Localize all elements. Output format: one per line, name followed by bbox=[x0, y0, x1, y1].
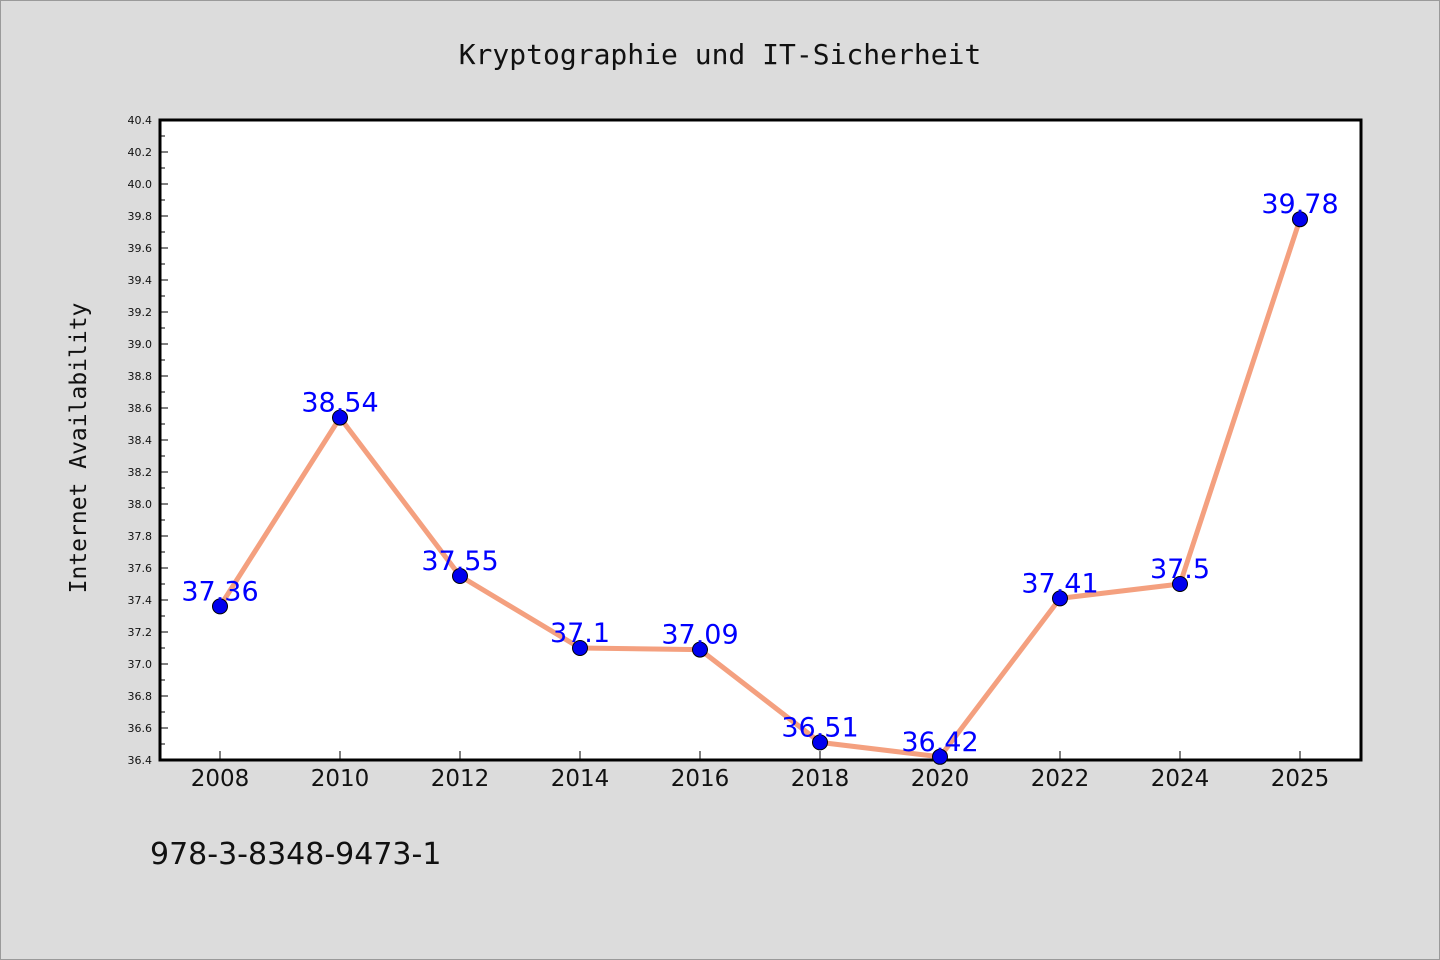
footer-id-text: 978-3-8348-9473-1 bbox=[150, 837, 441, 872]
x-tick-label: 2016 bbox=[671, 766, 730, 792]
y-tick-label: 38.6 bbox=[128, 402, 153, 415]
data-label: 39.78 bbox=[1261, 189, 1338, 220]
y-tick-label: 38.0 bbox=[128, 498, 153, 511]
data-label: 37.1 bbox=[550, 618, 610, 649]
y-tick-label: 39.6 bbox=[128, 242, 153, 255]
y-tick-label: 39.4 bbox=[128, 274, 153, 287]
y-tick-label: 36.6 bbox=[128, 722, 153, 735]
y-tick-label: 39.2 bbox=[128, 306, 153, 319]
y-tick-label: 37.8 bbox=[128, 530, 153, 543]
y-tick-label: 37.2 bbox=[128, 626, 153, 639]
data-label: 37.36 bbox=[181, 576, 258, 607]
y-tick-label: 37.6 bbox=[128, 562, 153, 575]
y-tick-label: 38.4 bbox=[128, 434, 153, 447]
x-tick-label: 2008 bbox=[191, 766, 250, 792]
series-line bbox=[217, 216, 1303, 760]
data-point bbox=[812, 734, 828, 751]
data-label: 37.41 bbox=[1021, 568, 1098, 599]
y-tick-label: 37.0 bbox=[128, 658, 153, 671]
y-tick-label: 40.0 bbox=[128, 178, 153, 191]
y-tick-label: 39.8 bbox=[128, 210, 153, 223]
y-tick-label: 36.8 bbox=[128, 690, 153, 703]
data-point bbox=[572, 640, 588, 656]
x-tick-label: 2012 bbox=[431, 766, 490, 792]
y-tick-label: 39.0 bbox=[128, 338, 153, 351]
x-tick-label: 2025 bbox=[1271, 766, 1330, 792]
data-label: 37.55 bbox=[421, 546, 498, 577]
data-label: 36.42 bbox=[901, 727, 978, 758]
data-point bbox=[1172, 576, 1188, 592]
y-tick-label: 36.4 bbox=[128, 754, 153, 767]
x-tick-label: 2018 bbox=[791, 766, 850, 792]
data-point bbox=[212, 598, 228, 615]
series-group bbox=[212, 211, 1308, 765]
chart-title: Kryptographie und IT-Sicherheit bbox=[459, 38, 982, 71]
data-label-group: 37.36 38.54 37.55 37.1 37.09 36.51 36.42 37.41 3… bbox=[181, 189, 1338, 758]
data-point bbox=[932, 748, 948, 765]
y-tick-label: 37.4 bbox=[128, 594, 153, 607]
y-tick-label: 40.4 bbox=[128, 114, 153, 127]
y-tick-label: 38.2 bbox=[128, 466, 153, 479]
y-tick-label: 40.2 bbox=[128, 146, 153, 159]
x-tick-label: 2014 bbox=[551, 766, 610, 792]
x-tick-label: 2024 bbox=[1151, 766, 1210, 792]
data-label: 36.51 bbox=[781, 712, 858, 743]
y-axis-label: Internet Availability bbox=[66, 303, 92, 594]
data-label: 38.54 bbox=[301, 388, 378, 419]
x-tick-label: 2010 bbox=[311, 766, 370, 792]
data-label: 37.09 bbox=[661, 620, 738, 651]
data-point bbox=[1292, 211, 1308, 228]
y-tick-label: 38.8 bbox=[128, 370, 153, 383]
data-point bbox=[1052, 590, 1068, 607]
data-label: 37.5 bbox=[1150, 554, 1210, 585]
data-point bbox=[452, 568, 468, 584]
y-axis: 36.4 36.6 36.8 37.0 37.2 37.4 37.6 37.8 38.0 38.2… bbox=[128, 114, 168, 767]
x-tick-label: 2022 bbox=[1031, 766, 1090, 792]
data-point bbox=[692, 641, 708, 658]
data-point bbox=[332, 409, 348, 426]
x-axis: 2008 2010 2012 2014 2016 2018 2020 2022 2024 2025 bbox=[191, 751, 1330, 792]
x-tick-label: 2020 bbox=[911, 766, 970, 792]
plot-area bbox=[158, 118, 1363, 762]
